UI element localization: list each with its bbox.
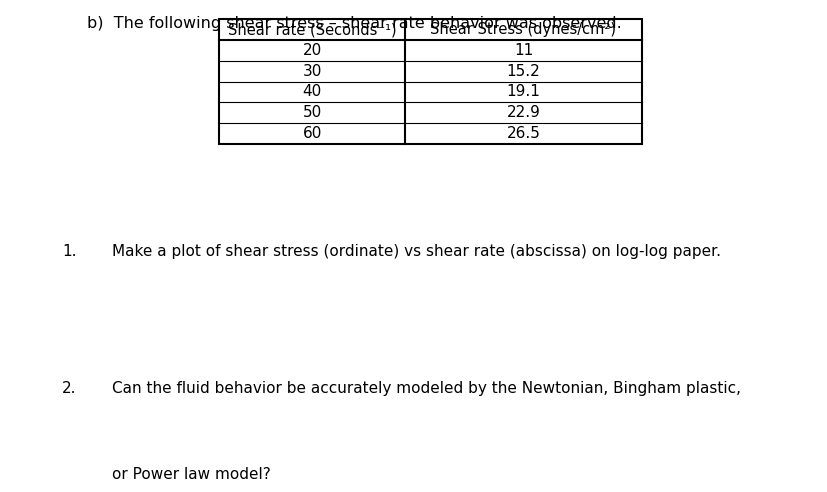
Text: 11: 11 bbox=[514, 43, 533, 58]
Text: or Power law model?: or Power law model? bbox=[112, 466, 270, 482]
Text: 20: 20 bbox=[303, 43, 322, 58]
Bar bbox=[219, 19, 641, 144]
Text: 40: 40 bbox=[303, 85, 322, 99]
Text: 22.9: 22.9 bbox=[506, 105, 540, 120]
Text: 2.: 2. bbox=[62, 381, 77, 396]
Text: 26.5: 26.5 bbox=[506, 126, 540, 141]
Text: 50: 50 bbox=[303, 105, 322, 120]
Text: b)  The following shear stress – shear rate behavior was observed.: b) The following shear stress – shear ra… bbox=[87, 16, 621, 31]
Text: Can the fluid behavior be accurately modeled by the Newtonian, Bingham plastic,: Can the fluid behavior be accurately mod… bbox=[112, 381, 740, 396]
Text: 19.1: 19.1 bbox=[506, 85, 540, 99]
Text: 1.: 1. bbox=[62, 244, 77, 259]
Text: Shear rate (Seconds⁻¹): Shear rate (Seconds⁻¹) bbox=[227, 22, 396, 37]
Text: Shear Stress (dynes/cm²): Shear Stress (dynes/cm²) bbox=[430, 22, 616, 37]
Text: Make a plot of shear stress (ordinate) vs shear rate (abscissa) on log-log paper: Make a plot of shear stress (ordinate) v… bbox=[112, 244, 720, 259]
Text: 30: 30 bbox=[303, 63, 322, 79]
Text: 15.2: 15.2 bbox=[506, 63, 540, 79]
Text: 60: 60 bbox=[303, 126, 322, 141]
